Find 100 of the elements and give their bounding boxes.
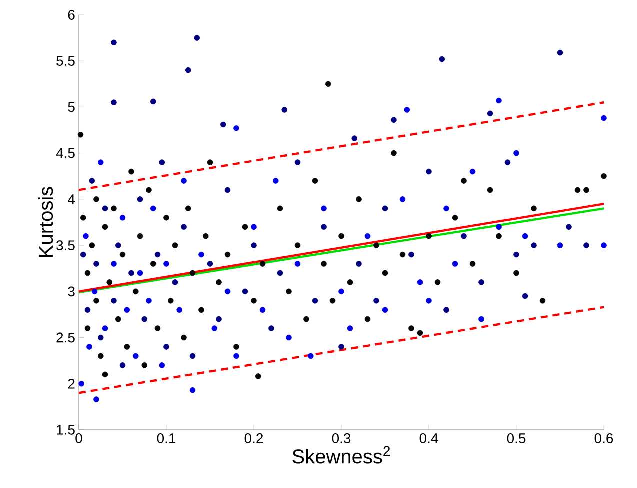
- x-tick-label: 0: [76, 434, 82, 444]
- y-tick-label: 2: [68, 378, 75, 389]
- point: [212, 326, 218, 332]
- point: [89, 178, 96, 184]
- point: [504, 160, 511, 166]
- point: [185, 67, 192, 74]
- point: [352, 136, 358, 142]
- point: [514, 150, 520, 156]
- point: [391, 117, 397, 124]
- point: [94, 261, 100, 267]
- point: [181, 224, 187, 230]
- y-tick-label: 2.5: [56, 332, 75, 343]
- x-axis-title: Skewness$^{2}$: [292, 446, 390, 464]
- point: [478, 316, 484, 322]
- point: [268, 326, 274, 332]
- point: [522, 293, 528, 300]
- point: [417, 280, 424, 286]
- point: [83, 233, 89, 240]
- point: [150, 206, 156, 212]
- point: [470, 168, 476, 175]
- point: [164, 261, 170, 267]
- point: [154, 252, 161, 258]
- point: [234, 126, 240, 132]
- point: [216, 316, 222, 322]
- point: [78, 380, 85, 387]
- point: [120, 362, 126, 368]
- y-tick-label: 4.5: [56, 148, 75, 158]
- point: [584, 242, 590, 248]
- point: [224, 288, 231, 295]
- x-tick-label: 0.1: [157, 434, 176, 444]
- point: [514, 252, 520, 258]
- point: [356, 261, 362, 267]
- point: [137, 270, 144, 276]
- point: [190, 353, 196, 360]
- point: [452, 261, 458, 267]
- point: [224, 187, 231, 194]
- y-tick-label: 4: [68, 194, 76, 204]
- point: [124, 307, 130, 314]
- point: [566, 224, 572, 230]
- point: [347, 326, 354, 332]
- point: [128, 270, 134, 276]
- point: [364, 233, 371, 240]
- y-axis-title: Kurtosis: [38, 187, 54, 257]
- point: [260, 307, 266, 314]
- point: [242, 288, 248, 295]
- x-tick-label: 0.6: [594, 434, 614, 444]
- point: [84, 307, 91, 314]
- point: [92, 288, 98, 295]
- point: [137, 196, 144, 202]
- point: [557, 50, 564, 56]
- point: [478, 280, 484, 286]
- y-tick-label: 3: [68, 286, 75, 297]
- point: [294, 261, 301, 267]
- y-tick-label: 3.5: [56, 240, 75, 251]
- x-tick-label: 0.4: [420, 434, 438, 444]
- point: [132, 353, 139, 360]
- y-tick-label: 5: [68, 102, 75, 112]
- y-tick-label: 1.5: [57, 425, 75, 435]
- x-tick-label: 0.3: [332, 434, 351, 444]
- point: [251, 224, 257, 230]
- point: [444, 307, 450, 314]
- point: [439, 56, 446, 62]
- point: [496, 98, 502, 104]
- point: [181, 178, 187, 184]
- point: [382, 307, 388, 314]
- point: [312, 298, 318, 304]
- point: [176, 307, 183, 314]
- point: [321, 224, 327, 230]
- point: [601, 115, 607, 122]
- point: [522, 233, 528, 240]
- point: [190, 387, 196, 394]
- point: [557, 242, 564, 248]
- point: [496, 224, 502, 230]
- point: [426, 168, 432, 175]
- point: [111, 261, 117, 267]
- point: [198, 252, 204, 258]
- point: [86, 344, 92, 350]
- point: [404, 107, 410, 113]
- point: [308, 353, 314, 360]
- point: [142, 316, 148, 322]
- point: [98, 160, 104, 166]
- point: [382, 206, 388, 212]
- point: [194, 35, 200, 41]
- point: [220, 122, 226, 128]
- point: [102, 326, 108, 332]
- point: [408, 252, 414, 258]
- point: [461, 233, 467, 240]
- point: [286, 334, 292, 341]
- point: [159, 160, 166, 166]
- point: [601, 242, 607, 248]
- point: [487, 110, 494, 117]
- point: [374, 298, 380, 304]
- point: [115, 242, 122, 248]
- point: [207, 261, 214, 267]
- point: [159, 362, 166, 368]
- point: [272, 178, 279, 184]
- point: [282, 107, 288, 113]
- y-tick-label: 6: [68, 10, 75, 20]
- point: [321, 206, 327, 212]
- point: [164, 344, 170, 350]
